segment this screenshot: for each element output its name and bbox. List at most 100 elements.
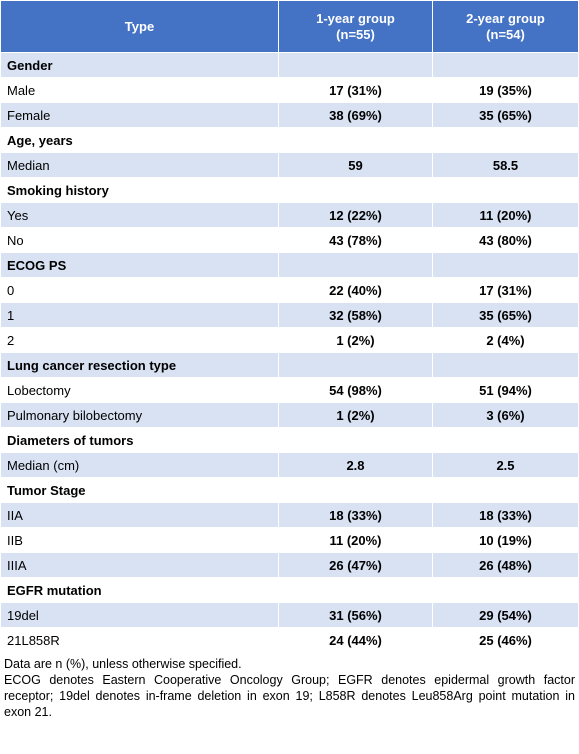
group2-value: 43 (80%) (432, 227, 579, 253)
row-label: Female (0, 102, 279, 128)
group1-value: 1 (2%) (278, 327, 433, 353)
group1-value: 22 (40%) (278, 277, 433, 303)
table-row: 0 22 (40%) 17 (31%) (0, 277, 579, 303)
group2-value: 29 (54%) (432, 602, 579, 628)
group1-value (278, 352, 433, 378)
section-header-row: Lung cancer resection type (0, 352, 579, 378)
table-row: Lobectomy 54 (98%) 51 (94%) (0, 377, 579, 403)
group2-value (432, 352, 579, 378)
table-row: IIIA 26 (47%) 26 (48%) (0, 552, 579, 578)
group2-value (432, 177, 579, 203)
section-header-row: Diameters of tumors (0, 427, 579, 453)
group2-value: 2.5 (432, 452, 579, 478)
group2-value: 11 (20%) (432, 202, 579, 228)
group2-value: 25 (46%) (432, 627, 579, 653)
table-row: IIB 11 (20%) 10 (19%) (0, 527, 579, 553)
group1-value: 38 (69%) (278, 102, 433, 128)
group2-value: 10 (19%) (432, 527, 579, 553)
group1-value: 17 (31%) (278, 77, 433, 103)
section-label: EGFR mutation (0, 577, 279, 603)
table-row: IIA 18 (33%) 18 (33%) (0, 502, 579, 528)
section-label: ECOG PS (0, 252, 279, 278)
header-group2-n: (n=54) (486, 26, 525, 42)
group1-value: 54 (98%) (278, 377, 433, 403)
section-header-row: Tumor Stage (0, 477, 579, 503)
group1-value: 32 (58%) (278, 302, 433, 328)
table-row: Yes 12 (22%) 11 (20%) (0, 202, 579, 228)
row-label: 1 (0, 302, 279, 328)
table-row: Pulmonary bilobectomy 1 (2%) 3 (6%) (0, 402, 579, 428)
group2-value (432, 252, 579, 278)
row-label: Pulmonary bilobectomy (0, 402, 279, 428)
group2-value: 18 (33%) (432, 502, 579, 528)
row-label: IIA (0, 502, 279, 528)
group2-value (432, 127, 579, 153)
group1-value: 24 (44%) (278, 627, 433, 653)
section-header-row: Smoking history (0, 177, 579, 203)
group2-value: 58.5 (432, 152, 579, 178)
header-group2: 2-year group (n=54) (432, 0, 579, 53)
group1-value: 43 (78%) (278, 227, 433, 253)
group1-value: 11 (20%) (278, 527, 433, 553)
group1-value: 26 (47%) (278, 552, 433, 578)
group1-value (278, 177, 433, 203)
table-row: Female 38 (69%) 35 (65%) (0, 102, 579, 128)
group1-value: 31 (56%) (278, 602, 433, 628)
group2-value (432, 52, 579, 78)
section-label: Gender (0, 52, 279, 78)
section-label: Tumor Stage (0, 477, 279, 503)
header-group2-name: 2-year group (466, 10, 545, 26)
row-label: 2 (0, 327, 279, 353)
row-label: Median (cm) (0, 452, 279, 478)
row-label: Yes (0, 202, 279, 228)
table-row: 19del 31 (56%) 29 (54%) (0, 602, 579, 628)
row-label: 0 (0, 277, 279, 303)
row-label: Lobectomy (0, 377, 279, 403)
group1-value: 1 (2%) (278, 402, 433, 428)
group2-value (432, 427, 579, 453)
group2-value: 2 (4%) (432, 327, 579, 353)
footnote-data-format: Data are n (%), unless otherwise specifi… (4, 657, 242, 671)
header-type: Type (0, 0, 279, 53)
section-header-row: ECOG PS (0, 252, 579, 278)
row-label: 21L858R (0, 627, 279, 653)
table-row: 21L858R 24 (44%) 25 (46%) (0, 627, 579, 653)
section-header-row: EGFR mutation (0, 577, 579, 603)
row-label: IIIA (0, 552, 279, 578)
table-row: Median 59 58.5 (0, 152, 579, 178)
footnote-abbreviations: ECOG denotes Eastern Cooperative Oncolog… (4, 673, 575, 719)
table-row: 1 32 (58%) 35 (65%) (0, 302, 579, 328)
table-row: Male 17 (31%) 19 (35%) (0, 77, 579, 103)
header-group1: 1-year group (n=55) (278, 0, 433, 53)
group1-value (278, 252, 433, 278)
row-label: Male (0, 77, 279, 103)
table-footnotes: Data are n (%), unless otherwise specifi… (0, 653, 579, 720)
group1-value (278, 577, 433, 603)
group2-value: 35 (65%) (432, 102, 579, 128)
group1-value: 12 (22%) (278, 202, 433, 228)
row-label: 19del (0, 602, 279, 628)
header-group1-n: (n=55) (336, 26, 375, 42)
header-group1-name: 1-year group (316, 10, 395, 26)
section-header-row: Age, years (0, 127, 579, 153)
group2-value (432, 577, 579, 603)
row-label: IIB (0, 527, 279, 553)
group1-value (278, 427, 433, 453)
group1-value: 18 (33%) (278, 502, 433, 528)
group2-value: 3 (6%) (432, 402, 579, 428)
group1-value (278, 52, 433, 78)
row-label: Median (0, 152, 279, 178)
section-label: Smoking history (0, 177, 279, 203)
section-label: Age, years (0, 127, 279, 153)
group2-value: 17 (31%) (432, 277, 579, 303)
table-row: No 43 (78%) 43 (80%) (0, 227, 579, 253)
group1-value: 2.8 (278, 452, 433, 478)
group2-value: 51 (94%) (432, 377, 579, 403)
group2-value: 19 (35%) (432, 77, 579, 103)
group2-value: 35 (65%) (432, 302, 579, 328)
table-body: Gender Male 17 (31%) 19 (35%) Female 38 (69%)… (0, 52, 579, 653)
table-header-row: Type 1-year group (n=55) 2-year group (n… (0, 0, 579, 53)
table-row: Median (cm) 2.8 2.5 (0, 452, 579, 478)
group2-value: 26 (48%) (432, 552, 579, 578)
